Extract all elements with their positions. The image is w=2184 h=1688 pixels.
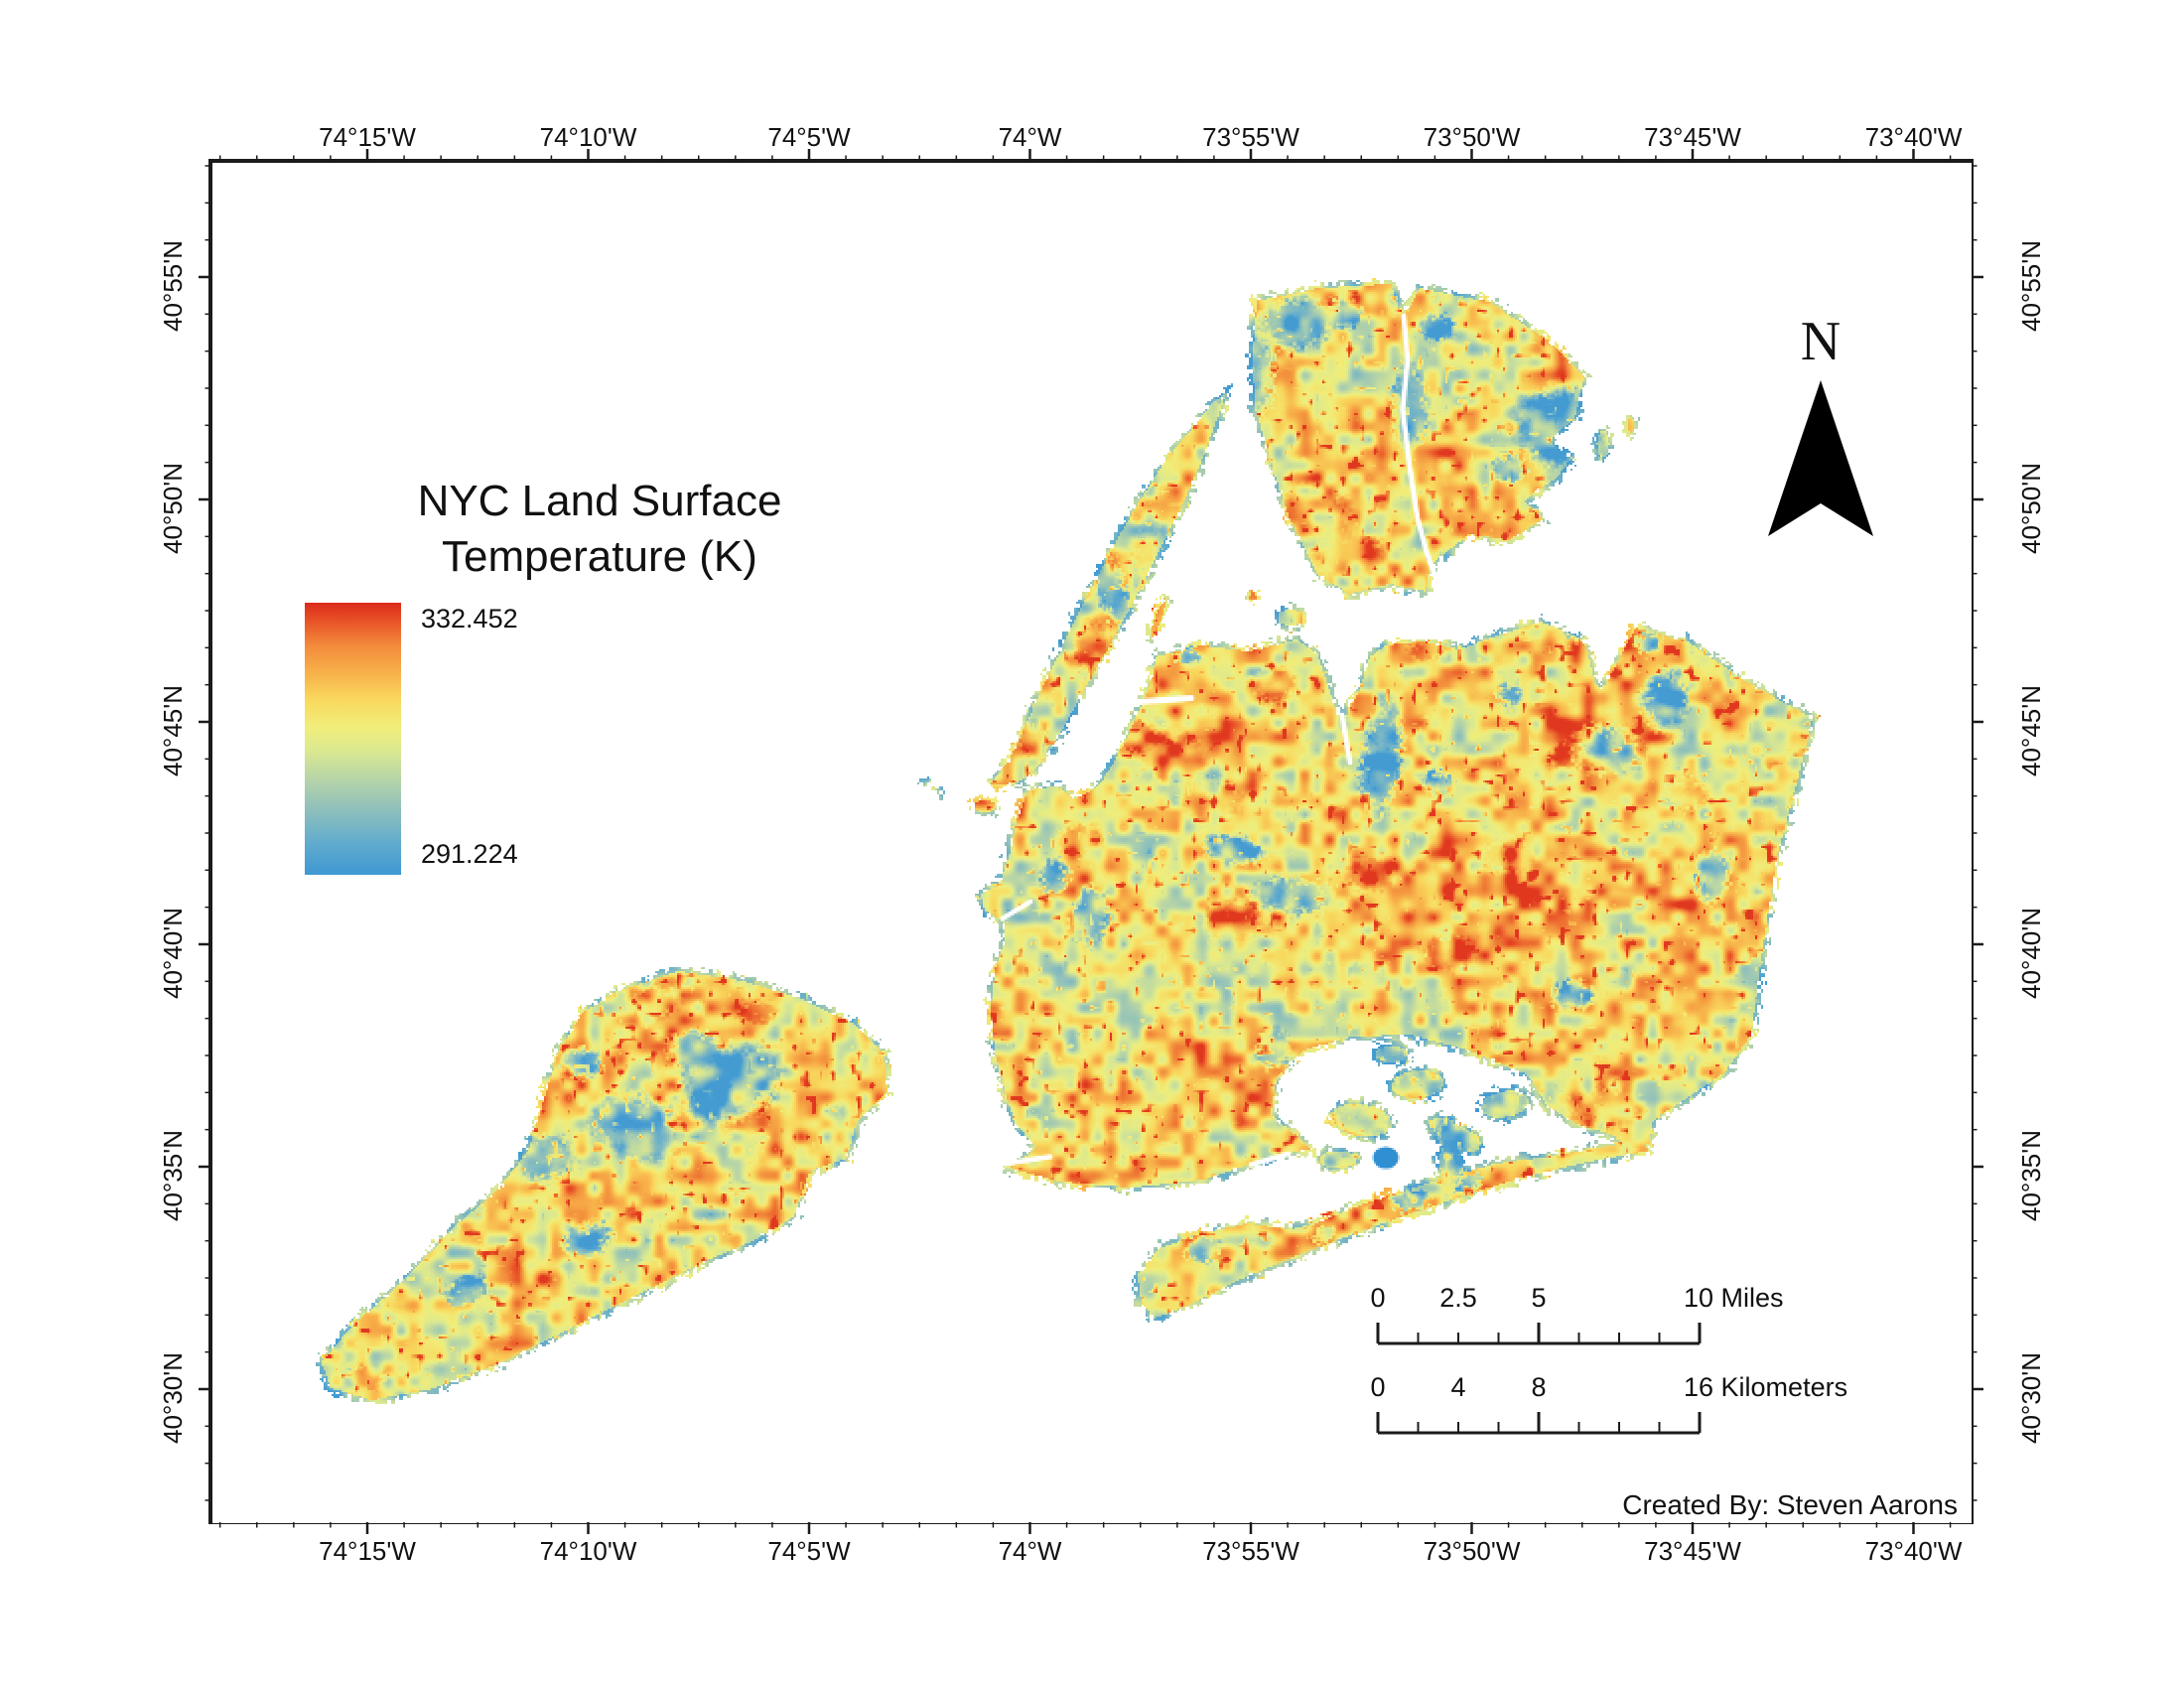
lat-label-right: 40°55'N [2016,240,2046,332]
lat-label-left: 40°55'N [158,240,188,332]
lon-label-top: 74°W [999,122,1062,152]
lat-label-right: 40°35'N [2016,1130,2046,1221]
lon-label-bottom: 73°50'W [1424,1536,1521,1566]
credit-text: Created By: Steven Aarons [1622,1489,1958,1520]
legend-min-value: 291.224 [421,839,518,869]
legend-color-ramp [305,603,401,875]
temperature-raster-map [212,163,1972,1523]
lon-label-bottom: 73°40'W [1865,1536,1963,1566]
lat-label-right: 40°40'N [2016,908,2046,999]
lon-label-top: 74°5'W [767,122,851,152]
lon-label-bottom: 74°15'W [319,1536,416,1566]
north-arrow-icon [1768,380,1873,536]
lon-label-top: 73°40'W [1865,122,1963,152]
lat-label-left: 40°50'N [158,463,188,554]
lon-label-top: 74°10'W [540,122,637,152]
lon-label-top: 74°15'W [319,122,416,152]
legend-title: NYC Land Surface Temperature (K) [405,474,794,585]
lon-label-top: 73°45'W [1644,122,1741,152]
lat-label-right: 40°30'N [2016,1352,2046,1444]
lon-label-bottom: 74°W [999,1536,1062,1566]
lat-label-right: 40°50'N [2016,463,2046,554]
lon-label-bottom: 74°10'W [540,1536,637,1566]
lon-label-bottom: 73°45'W [1644,1536,1741,1566]
lon-label-bottom: 73°55'W [1202,1536,1299,1566]
north-arrow-label: N [1800,311,1842,372]
legend-title-line1: NYC Land Surface [417,477,782,525]
lat-label-right: 40°45'N [2016,685,2046,776]
lon-label-top: 73°55'W [1202,122,1299,152]
lat-label-left: 40°30'N [158,1352,188,1444]
legend-title-line2: Temperature (K) [442,532,757,581]
lon-label-bottom: 74°5'W [767,1536,851,1566]
lat-label-left: 40°45'N [158,685,188,776]
lon-label-top: 73°50'W [1424,122,1521,152]
legend-max-value: 332.452 [421,604,518,633]
lat-label-left: 40°35'N [158,1130,188,1221]
lat-label-left: 40°40'N [158,908,188,999]
